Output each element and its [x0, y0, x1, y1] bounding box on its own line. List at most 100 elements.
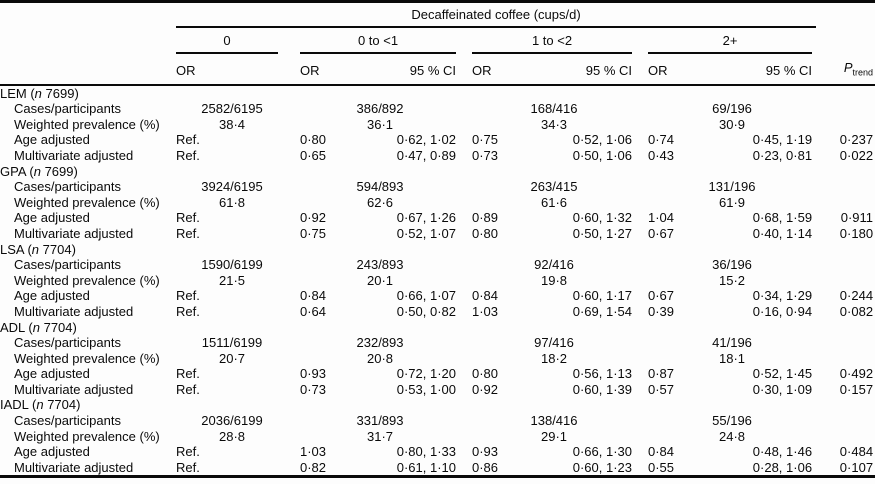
cases-value: 20·7	[218, 350, 246, 366]
cases-value: 2036/6199	[201, 413, 263, 429]
or-value: 0·73	[472, 147, 499, 163]
row-label: Age adjusted	[14, 444, 90, 460]
ci-value: 0·66, 1·30	[572, 444, 632, 460]
cases-value: 97/416	[534, 335, 574, 351]
table-row: Cases/participants 1590/6199 243/893 92/416…	[0, 257, 875, 273]
table-row: Weighted prevalence (%) 20·7 20·8 18·2 18·1	[0, 351, 875, 367]
or-value: 0·64	[300, 303, 327, 319]
cases-value: 18·1	[719, 350, 746, 366]
ptrend-empty-cell	[816, 117, 875, 133]
ptrend-empty-cell	[816, 351, 875, 367]
ptrend-symbol: P	[843, 60, 853, 75]
section-n-value: 7704)	[39, 319, 77, 335]
cases-value: 29·1	[540, 428, 568, 444]
or-value: 1·03	[300, 444, 327, 460]
ptrend-empty-cell	[816, 273, 875, 289]
or-value: 0·87	[648, 366, 675, 382]
or-value: 0·67	[648, 288, 675, 304]
table-body: LEM (n 7699) Cases/participants 2582/6195 3…	[0, 85, 875, 477]
group-header-1to2cups: 1 to <2	[460, 27, 636, 54]
or-value: 0·86	[472, 459, 499, 475]
ci-value: 0·53, 1·00	[396, 381, 456, 397]
ptrend-empty-cell	[816, 429, 875, 445]
row-label: Multivariate adjusted	[14, 303, 134, 319]
or-value: 0·93	[300, 366, 327, 382]
cases-value: 36/196	[712, 257, 752, 273]
ptrend-value: 0·107	[839, 459, 874, 475]
ci-value: 0·50, 0·82	[396, 303, 456, 319]
subheader-or-2: OR	[460, 54, 516, 86]
ptrend-subscript: trend	[852, 67, 874, 78]
spanner-spacer-left	[0, 2, 176, 28]
row-label: Multivariate adjusted	[14, 147, 134, 163]
subheader-or-3: OR	[636, 54, 692, 86]
cases-value: 21·5	[218, 272, 246, 288]
section-n-symbol: n	[33, 163, 41, 179]
cases-value: 138/416	[530, 413, 578, 429]
row-label: Age adjusted	[14, 366, 90, 382]
section-title: ADL (n 7704)	[0, 320, 875, 336]
ptrend-empty-cell	[816, 179, 875, 195]
subheader-spacer	[0, 54, 176, 86]
section-header-row: LSA (n 7704)	[0, 242, 875, 258]
group-header-0cups: 0	[176, 27, 288, 54]
section-header-row: IADL (n 7704)	[0, 397, 875, 413]
table-row: Age adjusted Ref. 1·03 0·80, 1·33 0·93 0·66, …	[0, 444, 875, 460]
cases-value: 19·8	[540, 272, 568, 288]
ptrend-empty-cell	[816, 413, 875, 429]
cases-value: 61·9	[719, 194, 746, 210]
ref-value: Ref.	[176, 366, 200, 382]
group-spacer-ptrend	[816, 27, 875, 54]
ci-value: 0·23, 0·81	[752, 147, 813, 163]
or-value: 0·80	[472, 225, 499, 241]
ci-value: 0·60, 1·39	[572, 381, 632, 397]
row-label: Weighted prevalence (%)	[14, 272, 160, 288]
or-value: 0·93	[472, 444, 499, 460]
cases-value: 3924/6195	[201, 179, 263, 195]
or-value: 0·55	[648, 459, 675, 475]
ref-value: Ref.	[176, 288, 200, 304]
or-value: 0·80	[300, 132, 327, 148]
section-name: ADL (	[0, 319, 33, 335]
cases-value: 20·1	[366, 272, 394, 288]
ptrend-value: 0·157	[839, 381, 874, 397]
row-label: Age adjusted	[14, 210, 90, 226]
cases-value: 31·7	[366, 428, 394, 444]
group-spacer	[0, 27, 176, 54]
ref-value: Ref.	[176, 459, 200, 475]
cases-value: 30·9	[719, 116, 746, 132]
ref-value: Ref.	[176, 210, 200, 226]
subheader-ci-1: 95 % CI	[344, 54, 460, 86]
section-name: GPA (	[0, 163, 34, 179]
cases-value: 1590/6199	[201, 257, 263, 273]
ci-value: 0·52, 1·07	[396, 225, 456, 241]
cases-value: 2582/6195	[201, 101, 263, 117]
ptrend-value: 0·022	[839, 147, 874, 163]
ptrend-value: 0·911	[840, 210, 874, 226]
subheader-ptrend: Ptrend	[816, 54, 875, 86]
cases-value: 28·8	[218, 428, 246, 444]
ref-value: Ref.	[176, 381, 200, 397]
table-row: Weighted prevalence (%) 61·8 62·6 61·6 61·9	[0, 195, 875, 211]
cases-value: 15·2	[719, 272, 746, 288]
ptrend-value: 0·484	[839, 444, 874, 460]
row-label: Weighted prevalence (%)	[14, 116, 160, 132]
or-value: 0·80	[472, 366, 499, 382]
group-header-0to1cups: 0 to <1	[288, 27, 460, 54]
or-value: 0·92	[472, 381, 499, 397]
group-header-2pluscups: 2+	[636, 27, 816, 54]
ci-value: 0·61, 1·10	[396, 459, 456, 475]
ptrend-value: 0·237	[839, 132, 874, 148]
table-spanner-heading: Decaffeinated coffee (cups/d)	[176, 1, 817, 28]
cases-value: 55/196	[712, 413, 752, 429]
table-row: Multivariate adjusted Ref. 0·65 0·47, 0·89 0…	[0, 148, 875, 164]
subheader-or-0: OR	[176, 54, 288, 86]
row-label: Age adjusted	[14, 132, 90, 148]
ptrend-empty-cell	[816, 257, 875, 273]
section-n-symbol: n	[32, 319, 40, 335]
or-value: 0·67	[648, 225, 675, 241]
ci-value: 0·72, 1·20	[396, 366, 456, 382]
cases-value: 594/893	[356, 179, 404, 195]
or-value: 0·84	[300, 288, 327, 304]
